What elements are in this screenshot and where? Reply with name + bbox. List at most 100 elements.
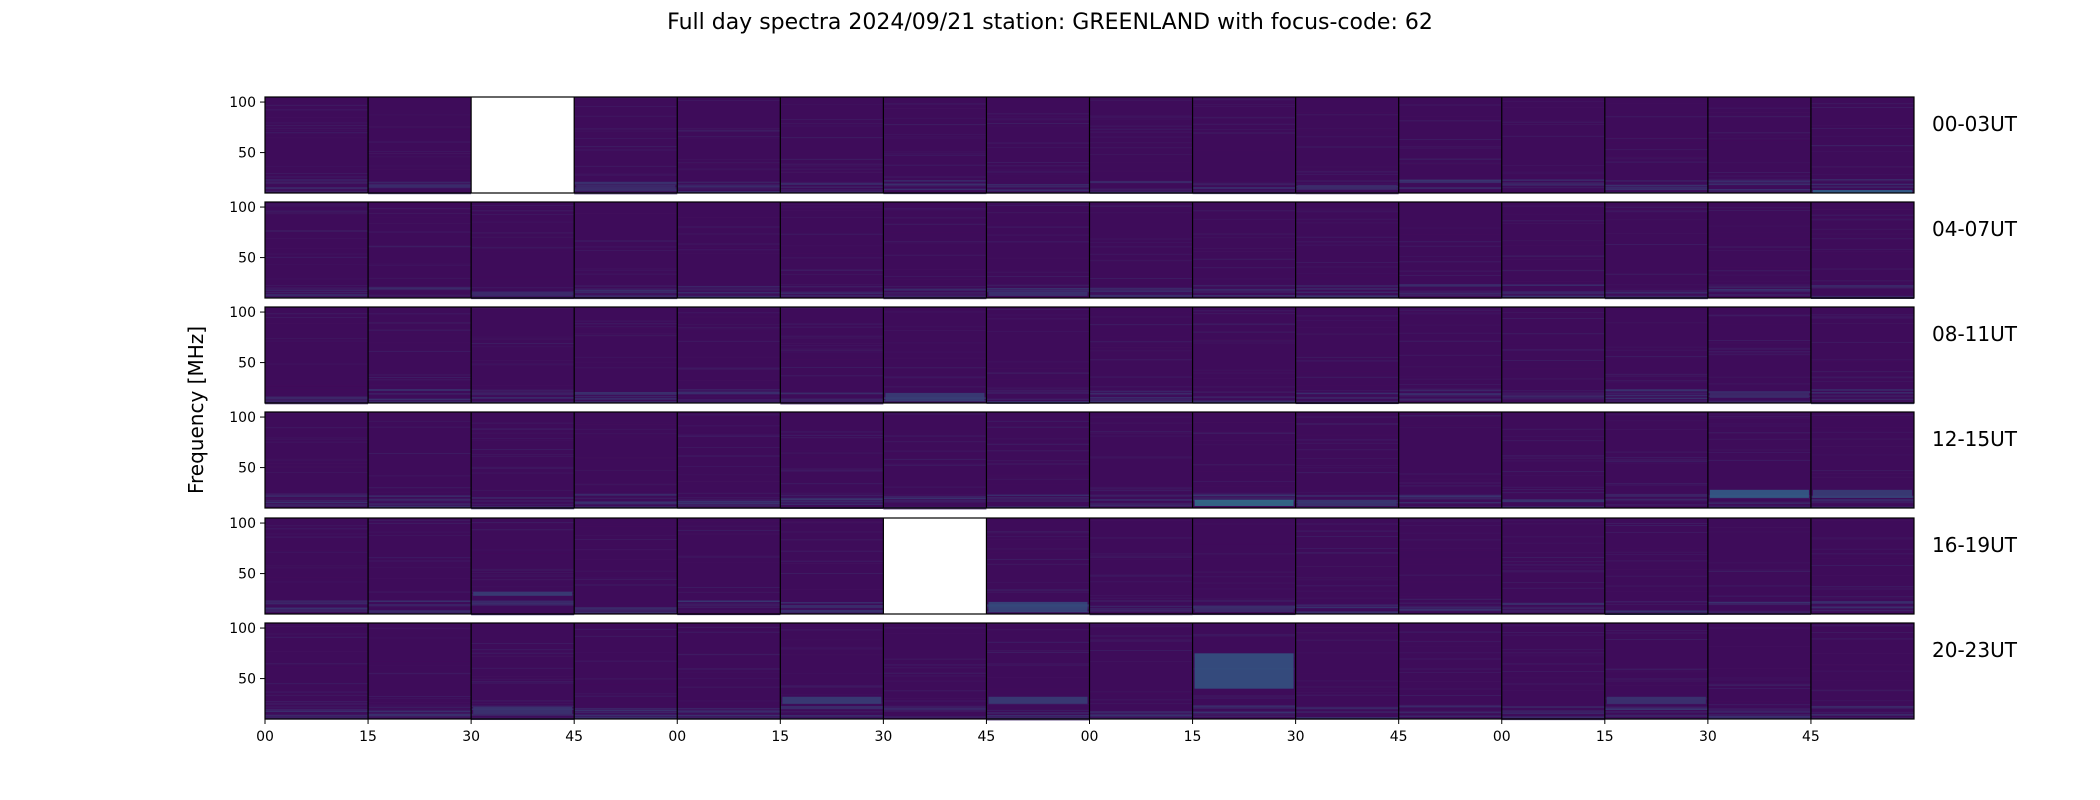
spectral-line xyxy=(1192,707,1296,709)
spectral-line xyxy=(574,130,678,132)
spectral-line xyxy=(1501,606,1605,609)
spectral-line xyxy=(471,276,575,278)
spectral-line xyxy=(1398,256,1502,258)
spectral-line xyxy=(1089,639,1193,641)
spectral-line xyxy=(265,294,369,296)
spectral-line xyxy=(1707,603,1811,606)
spectral-line xyxy=(1398,688,1502,690)
spectral-line xyxy=(1604,210,1708,212)
spectral-line xyxy=(1089,433,1193,435)
spectral-line xyxy=(780,269,884,271)
spectral-line xyxy=(1089,506,1193,508)
spectral-line xyxy=(1398,494,1502,497)
spectral-line xyxy=(1295,288,1399,291)
spectral-line xyxy=(1707,527,1811,529)
spectral-line xyxy=(677,169,781,171)
spectral-line xyxy=(265,122,369,124)
spectral-line xyxy=(1398,668,1502,670)
spectral-line xyxy=(1810,209,1914,211)
spectral-line xyxy=(1810,548,1914,550)
spectral-line xyxy=(368,287,472,290)
panel-background xyxy=(1295,412,1399,508)
spectrum-panel xyxy=(574,307,678,403)
spectral-line xyxy=(883,223,987,225)
spectral-line xyxy=(780,715,884,717)
spectral-line xyxy=(780,629,884,631)
spectral-line xyxy=(1810,150,1914,152)
spectral-line xyxy=(883,496,987,498)
spectral-line xyxy=(1604,161,1708,163)
spectral-line xyxy=(368,604,472,606)
emission-band xyxy=(885,392,985,401)
spectral-line xyxy=(1089,191,1193,194)
spectral-line xyxy=(1810,174,1914,176)
spectral-line xyxy=(1707,413,1811,415)
spectral-line xyxy=(1295,320,1399,322)
spectral-line xyxy=(1398,485,1502,487)
spectral-line xyxy=(368,379,472,381)
spectral-line xyxy=(1810,401,1914,403)
spectral-line xyxy=(986,330,1090,332)
spectral-line xyxy=(574,356,678,358)
spectral-line xyxy=(368,389,472,391)
spectral-line xyxy=(265,132,369,134)
spectrum-panel xyxy=(1604,412,1708,508)
spectral-line xyxy=(368,709,472,711)
spectral-line xyxy=(883,679,987,681)
panel-background xyxy=(368,97,472,193)
spectral-line xyxy=(1089,581,1193,583)
spectral-line xyxy=(883,151,987,153)
spectral-line xyxy=(1810,233,1914,235)
spectral-line xyxy=(265,567,369,569)
spectral-line xyxy=(1089,386,1193,388)
spectral-line xyxy=(677,425,781,427)
panel-background xyxy=(677,623,781,719)
spectral-line xyxy=(1501,489,1605,491)
spectral-line xyxy=(1192,267,1296,269)
spectral-line xyxy=(1398,366,1502,368)
y-tick-label: 50 xyxy=(238,672,256,688)
spectral-line xyxy=(677,226,781,228)
spectral-line xyxy=(1398,313,1502,315)
spectral-line xyxy=(1089,359,1193,361)
panel-background xyxy=(471,518,575,614)
spectral-line xyxy=(574,181,678,184)
spectral-line xyxy=(1192,494,1296,496)
spectral-line xyxy=(883,502,987,504)
spectral-line xyxy=(1810,414,1914,416)
spectral-line xyxy=(1501,392,1605,395)
spectral-line xyxy=(1501,259,1605,261)
x-tick-label: 00 xyxy=(256,729,274,745)
panel-background xyxy=(1707,97,1811,193)
spectral-line xyxy=(1707,284,1811,286)
spectral-line xyxy=(471,393,575,395)
spectral-line xyxy=(1707,570,1811,572)
spectral-line xyxy=(677,712,781,714)
panel-background xyxy=(1398,518,1502,614)
spectral-line xyxy=(368,475,472,477)
spectral-line xyxy=(574,320,678,322)
spectral-line xyxy=(1192,421,1296,423)
spectral-line xyxy=(368,350,472,352)
spectral-line xyxy=(1707,209,1811,211)
spectral-line xyxy=(265,716,369,719)
spectral-line xyxy=(471,705,575,708)
spectral-line xyxy=(883,329,987,331)
spectral-line xyxy=(1192,576,1296,578)
spectral-line xyxy=(574,433,678,435)
spectral-line xyxy=(1707,700,1811,702)
spectral-line xyxy=(883,286,987,288)
spectrum-panel xyxy=(265,202,369,299)
spectral-line xyxy=(1604,591,1708,593)
x-tick-label: 45 xyxy=(1802,729,1820,745)
spectral-line xyxy=(1089,336,1193,338)
panel-background xyxy=(574,623,678,719)
spectral-line xyxy=(265,576,369,578)
spectral-line xyxy=(471,601,575,604)
spectral-line xyxy=(368,453,472,455)
spectral-line xyxy=(1295,673,1399,675)
spectral-line xyxy=(265,176,369,178)
spectral-line xyxy=(265,289,369,291)
spectral-line xyxy=(1604,523,1708,525)
spectral-line xyxy=(1501,213,1605,215)
